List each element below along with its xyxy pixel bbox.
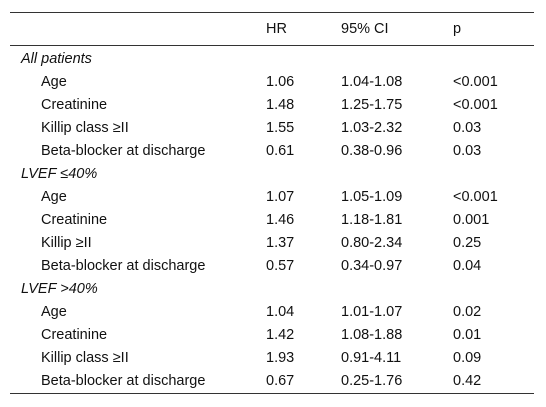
p-value: 0.09 <box>453 350 482 366</box>
variable-label: Beta-blocker at discharge <box>10 370 260 394</box>
ci-value: 1.25-1.75 <box>341 97 403 113</box>
ci-value: 0.80-2.34 <box>341 235 403 251</box>
p-value: 0.03 <box>453 143 482 159</box>
table-row: Age 1.04 1.01-1.07 0.02 <box>10 301 534 324</box>
table-row: Beta-blocker at discharge 0.67 0.25-1.76… <box>10 370 534 394</box>
variable-label: Age <box>41 304 67 320</box>
section-title: All patients <box>21 51 92 67</box>
p-value: <0.001 <box>453 74 498 90</box>
hr-value: 1.42 <box>266 327 295 343</box>
hr-value: 1.93 <box>266 350 295 366</box>
variable-label: Creatinine <box>41 212 108 228</box>
section-row: LVEF >40% <box>10 278 534 301</box>
hr-value: 1.04 <box>266 304 295 320</box>
header-hr: HR <box>260 12 335 46</box>
table-row: Creatinine 1.42 1.08-1.88 0.01 <box>10 324 534 347</box>
table-row: Beta-blocker at discharge 0.61 0.38-0.96… <box>10 140 534 163</box>
table-row: Creatinine 1.46 1.18-1.81 0.001 <box>10 209 534 232</box>
section-title: LVEF ≤40% <box>21 166 98 182</box>
section-row: LVEF ≤40% <box>10 163 534 186</box>
hazard-ratio-table: HR 95% CI p All patients Age 1.06 1.04-1… <box>10 12 534 394</box>
ci-value: 0.25-1.76 <box>335 370 447 394</box>
ci-value: 1.05-1.09 <box>341 189 403 205</box>
ci-value: 1.18-1.81 <box>341 212 403 228</box>
table-row: Beta-blocker at discharge 0.57 0.34-0.97… <box>10 255 534 278</box>
hr-value: 1.07 <box>266 189 295 205</box>
table-row: Killip ≥II 1.37 0.80-2.34 0.25 <box>10 232 534 255</box>
variable-label: Killip ≥II <box>41 235 92 251</box>
table-row: Age 1.06 1.04-1.08 <0.001 <box>10 71 534 94</box>
p-value: 0.42 <box>447 370 534 394</box>
hr-value: 1.06 <box>266 74 295 90</box>
variable-label: Killip class ≥II <box>41 350 129 366</box>
variable-label: Age <box>41 74 67 90</box>
variable-label: Creatinine <box>41 327 108 343</box>
variable-label: Beta-blocker at discharge <box>41 258 206 274</box>
ci-value: 0.38-0.96 <box>341 143 403 159</box>
ci-value: 1.08-1.88 <box>341 327 403 343</box>
ci-value: 1.04-1.08 <box>341 74 403 90</box>
p-value: 0.02 <box>453 304 482 320</box>
p-value: 0.25 <box>453 235 482 251</box>
variable-label: Age <box>41 189 67 205</box>
hr-value: 0.57 <box>266 258 295 274</box>
hr-value: 0.61 <box>266 143 295 159</box>
hr-value: 1.55 <box>266 120 295 136</box>
p-value: 0.01 <box>453 327 482 343</box>
ci-value: 1.03-2.32 <box>341 120 403 136</box>
header-p: p <box>447 12 534 46</box>
header-label-cell <box>10 12 260 46</box>
table-row: Killip class ≥II 1.93 0.91-4.11 0.09 <box>10 347 534 370</box>
table-row: Creatinine 1.48 1.25-1.75 <0.001 <box>10 94 534 117</box>
variable-label: Killip class ≥II <box>41 120 129 136</box>
p-value: 0.04 <box>453 258 482 274</box>
hr-value: 1.37 <box>266 235 295 251</box>
ci-value: 0.91-4.11 <box>341 350 402 366</box>
ci-value: 1.01-1.07 <box>341 304 403 320</box>
p-value: 0.001 <box>453 212 490 228</box>
p-value: 0.03 <box>453 120 482 136</box>
p-value: <0.001 <box>453 189 498 205</box>
table-row: Age 1.07 1.05-1.09 <0.001 <box>10 186 534 209</box>
hr-value: 1.46 <box>266 212 295 228</box>
section-title: LVEF >40% <box>21 281 98 297</box>
hr-value: 0.67 <box>260 370 335 394</box>
header-row: HR 95% CI p <box>10 12 534 46</box>
hr-value: 1.48 <box>266 97 295 113</box>
p-value: <0.001 <box>453 97 498 113</box>
table-row: Killip class ≥II 1.55 1.03-2.32 0.03 <box>10 117 534 140</box>
ci-value: 0.34-0.97 <box>341 258 403 274</box>
variable-label: Creatinine <box>41 97 108 113</box>
section-row: All patients <box>10 46 534 72</box>
header-ci: 95% CI <box>335 12 447 46</box>
variable-label: Beta-blocker at discharge <box>41 143 206 159</box>
